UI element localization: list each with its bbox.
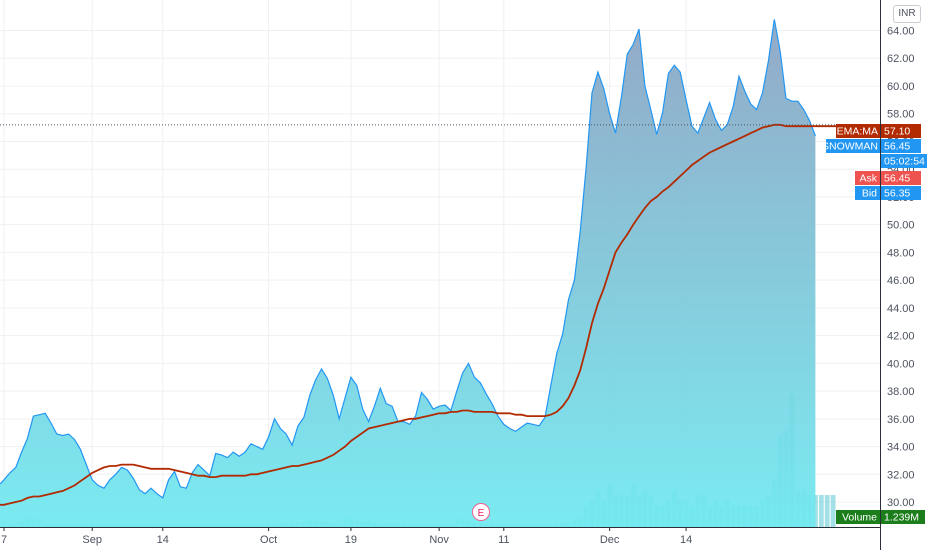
- x-tick-label: 11: [498, 534, 509, 546]
- price-area: [0, 19, 816, 528]
- y-tick-label: 42.00: [887, 331, 915, 343]
- y-tick-label: 40.00: [887, 358, 915, 370]
- volume-bar: [830, 495, 836, 527]
- y-tick-label: 44.00: [887, 303, 915, 315]
- x-tick-label: 7: [1, 534, 7, 546]
- bid-badge: Bid 56.35: [855, 186, 921, 200]
- volume-badge-name: Volume: [842, 512, 877, 524]
- y-tick-label: 46.00: [887, 275, 915, 287]
- y-axis[interactable]: 30.00 32.00 34.00 36.00 38.00 40.00 42.00 44.00…: [887, 26, 915, 510]
- y-tick-label: 62.00: [887, 53, 915, 65]
- y-tick-label: 38.00: [887, 386, 915, 398]
- y-tick-label: 36.00: [887, 414, 915, 426]
- y-tick-label: 30.00: [887, 497, 915, 509]
- x-tick-label: 14: [680, 534, 692, 546]
- countdown-value: 05:02:54: [884, 156, 925, 168]
- volume-bar: [813, 495, 818, 527]
- ask-badge: Ask 56.45: [855, 171, 921, 185]
- snowman-badge-value: 56.45: [884, 141, 910, 153]
- y-tick-label: 60.00: [887, 81, 915, 93]
- y-tick-label: 32.00: [887, 469, 915, 481]
- ema-badge-value: 57.10: [884, 126, 910, 138]
- bid-badge-name: Bid: [862, 188, 877, 200]
- x-tick-label: Sep: [82, 534, 102, 546]
- volume-badge: Volume 1.239M: [836, 510, 925, 524]
- earnings-circle: [472, 503, 490, 521]
- snowman-badge-name: SNOWMAN: [822, 141, 878, 153]
- x-tick-label: Nov: [429, 534, 449, 546]
- price-line: [0, 19, 816, 499]
- earnings-letter: E: [478, 508, 485, 519]
- snowman-badge: SNOWMAN 56.45: [822, 139, 921, 153]
- y-tick-label: 64.00: [887, 26, 915, 38]
- x-axis[interactable]: 7 Sep 14 Oct 19 Nov 11 Dec 14: [1, 527, 692, 546]
- ask-badge-name: Ask: [859, 173, 877, 185]
- x-tick-label: Oct: [260, 534, 277, 546]
- volume-badge-value: 1.239M: [884, 512, 919, 524]
- ema-badge-name: EMA:MA: [837, 126, 878, 138]
- x-tick-label: 14: [157, 534, 169, 546]
- currency-button[interactable]: INR: [893, 5, 921, 23]
- y-tick-label: 58.00: [887, 109, 915, 121]
- volume-bar: [824, 495, 830, 527]
- x-tick-label: Dec: [600, 534, 620, 546]
- bid-badge-value: 56.35: [884, 188, 910, 200]
- countdown-badge: 05:02:54: [881, 154, 927, 168]
- y-tick-label: 48.00: [887, 247, 915, 259]
- y-tick-label: 34.00: [887, 442, 915, 454]
- y-tick-label: 50.00: [887, 220, 915, 232]
- x-tick-label: 19: [345, 534, 357, 546]
- ask-badge-value: 56.45: [884, 173, 910, 185]
- earnings-marker[interactable]: E: [472, 503, 490, 521]
- volume-bar: [818, 495, 824, 527]
- ema-line: [0, 123, 880, 506]
- ema-badge: EMA:MA 57.10: [836, 124, 921, 138]
